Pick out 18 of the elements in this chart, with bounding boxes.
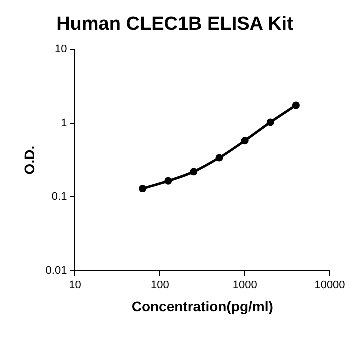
point	[139, 185, 147, 193]
y-tick-label: 10	[54, 44, 68, 56]
y-axis-title: O.D.	[21, 146, 38, 175]
point	[292, 102, 300, 110]
point	[266, 118, 274, 126]
x-tick-label: 10000	[314, 280, 346, 292]
y-tick-label: 1	[61, 117, 68, 130]
x-tick-label: 10	[69, 280, 82, 292]
y-tick-label: 0.1	[52, 191, 68, 204]
x-axis-title: Concentration(pg/ml)	[132, 298, 274, 314]
x-tick-label: 100	[150, 280, 170, 292]
point	[164, 177, 172, 185]
point	[216, 154, 224, 162]
x-tick-label: 1000	[232, 280, 258, 292]
point	[241, 137, 249, 145]
point	[190, 168, 198, 176]
chart-title: Human CLEC1B ELISA Kit	[56, 14, 294, 36]
y-tick-label: 0.01	[46, 265, 68, 278]
